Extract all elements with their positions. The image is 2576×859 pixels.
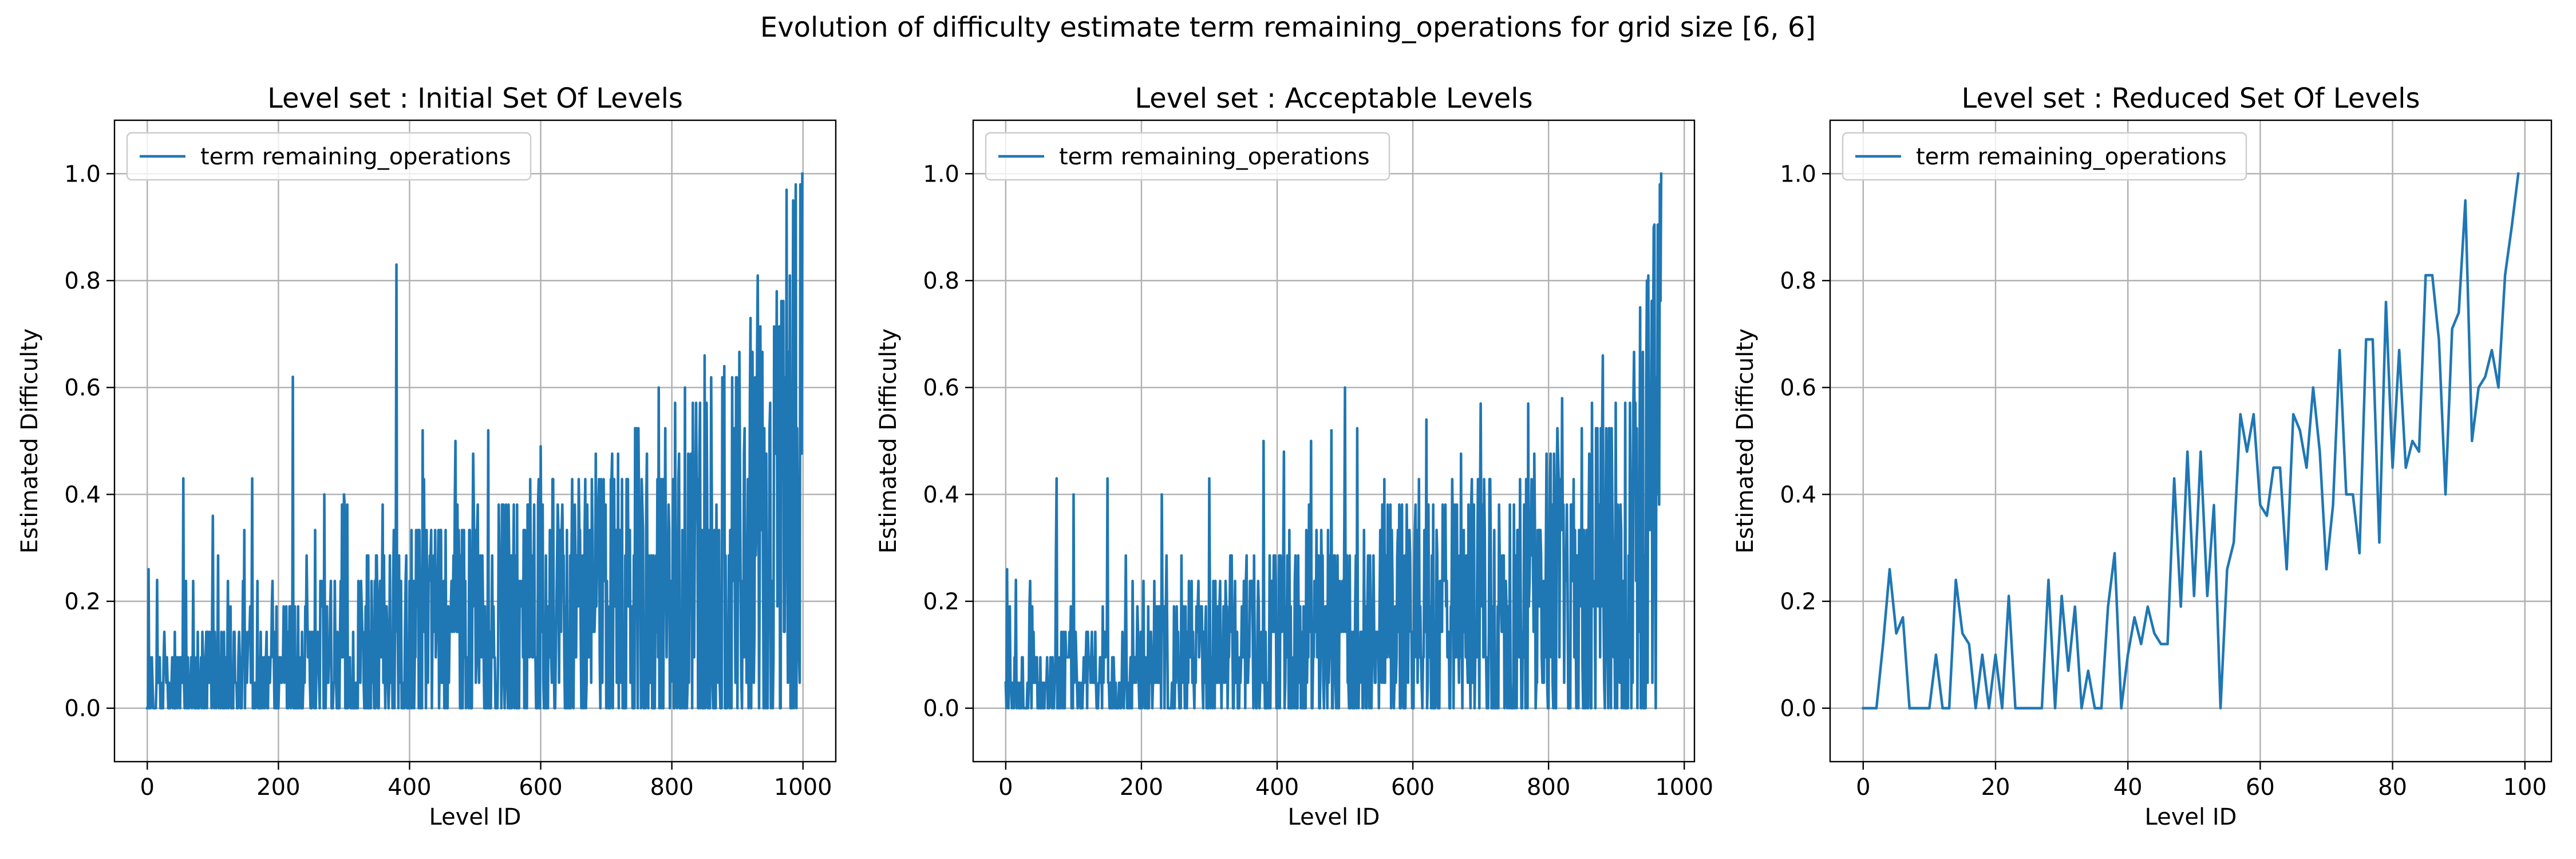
- y-tick-label: 1.0: [1780, 161, 1816, 187]
- legend-label: term remaining_operations: [1916, 144, 2227, 170]
- x-axis-label: Level ID: [429, 804, 521, 830]
- y-tick-label: 0.8: [64, 268, 101, 294]
- y-tick-label: 0.4: [64, 482, 101, 508]
- legend: term remaining_operations: [1842, 132, 2247, 181]
- chart-title: Level set : Initial Set Of Levels: [267, 82, 683, 115]
- chart-panel-1: 0 200 400 600 800 1000 0.0 0.2 0.4 0.6 0.8 1.0 Level…: [17, 82, 837, 830]
- x-tick-label: 200: [256, 774, 300, 801]
- y-tick-label: 0.8: [1780, 268, 1816, 294]
- x-tick-label: 1000: [1655, 774, 1713, 801]
- x-tick-label: 400: [388, 774, 431, 801]
- y-tick-label: 0.6: [1780, 375, 1816, 401]
- y-tick-label: 0.2: [64, 589, 101, 615]
- y-axis-label: Estimated Difficulty: [17, 328, 43, 553]
- axes-frame: [1829, 119, 2553, 763]
- y-tick-label: 1.0: [923, 161, 959, 187]
- y-tick-label: 0.2: [923, 589, 959, 615]
- legend-box: [985, 132, 1390, 181]
- x-tick-label: 1000: [774, 774, 832, 801]
- x-tick-label: 600: [519, 774, 562, 801]
- x-tick-label: 0: [140, 774, 155, 801]
- legend-label: term remaining_operations: [1059, 144, 1370, 170]
- series-line: [1862, 172, 2520, 710]
- x-axis-label: Level ID: [2145, 804, 2237, 830]
- y-tick-label: 1.0: [64, 161, 101, 187]
- y-tick-label: 0.0: [923, 696, 959, 722]
- y-axis-label: Estimated Difficulty: [1732, 328, 1759, 553]
- y-tick-label: 0.0: [64, 696, 101, 722]
- chart-title: Level set : Acceptable Levels: [1135, 82, 1532, 115]
- y-tick-label: 0.0: [1780, 696, 1816, 722]
- x-tick-label: 40: [2113, 774, 2143, 801]
- x-tick-label: 80: [2378, 774, 2407, 801]
- x-tick-label: 800: [1527, 774, 1570, 801]
- y-tick-label: 0.6: [64, 375, 101, 401]
- y-tick-label: 0.6: [923, 375, 959, 401]
- x-tick-label: 0: [1856, 774, 1870, 801]
- axes-frame: [113, 119, 837, 763]
- chart-panel-2: 0 200 400 600 800 1000 0.0 0.2 0.4 0.6 0.8 1.0 Level…: [875, 82, 1713, 830]
- x-tick-label: 100: [2503, 774, 2547, 801]
- series-line: [146, 172, 804, 710]
- chart-panel-3: 0 20 40 60 80 100 0.0 0.2 0.4 0.6 0.8 1.0 Level set …: [1732, 82, 2553, 830]
- x-tick-label: 60: [2246, 774, 2275, 801]
- legend-box: [1842, 132, 2247, 181]
- y-tick-label: 0.2: [1780, 589, 1816, 615]
- x-tick-label: 600: [1391, 774, 1435, 801]
- x-tick-label: 0: [998, 774, 1013, 801]
- x-axis-label: Level ID: [1288, 804, 1380, 830]
- x-tick-label: 400: [1255, 774, 1299, 801]
- x-tick-label: 800: [650, 774, 693, 801]
- legend: term remaining_operations: [126, 132, 532, 181]
- chart-title: Level set : Reduced Set Of Levels: [1962, 82, 2420, 115]
- series-line: [1004, 172, 1663, 710]
- y-axis-label: Estimated Difficulty: [875, 328, 902, 553]
- legend-label: term remaining_operations: [200, 144, 511, 170]
- legend: term remaining_operations: [985, 132, 1390, 181]
- y-tick-label: 0.8: [923, 268, 959, 294]
- x-tick-label: 200: [1120, 774, 1163, 801]
- x-tick-label: 20: [1981, 774, 2010, 801]
- y-tick-label: 0.4: [1780, 482, 1816, 508]
- figure-title: Evolution of difficulty estimate term re…: [760, 11, 1816, 44]
- y-tick-label: 0.4: [923, 482, 959, 508]
- legend-box: [126, 132, 532, 181]
- axes-frame: [972, 119, 1696, 763]
